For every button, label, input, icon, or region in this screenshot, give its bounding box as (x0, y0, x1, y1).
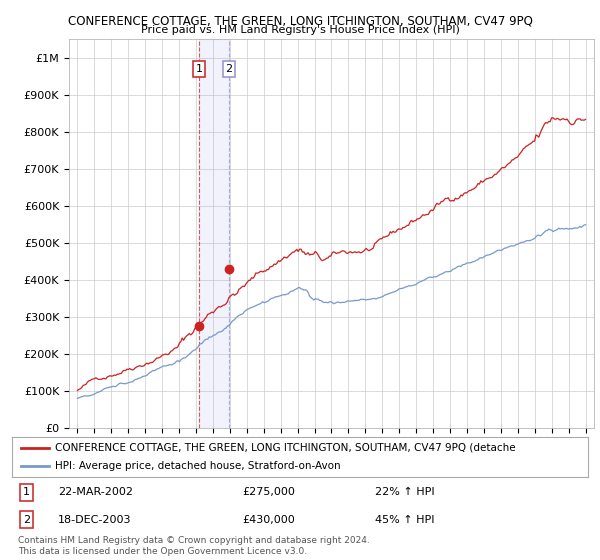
Text: 1: 1 (196, 64, 203, 74)
Text: 1: 1 (23, 487, 30, 497)
Text: 18-DEC-2003: 18-DEC-2003 (58, 515, 131, 525)
Text: 2: 2 (23, 515, 30, 525)
Text: 2: 2 (226, 64, 232, 74)
Text: £275,000: £275,000 (242, 487, 295, 497)
Text: 22% ↑ HPI: 22% ↑ HPI (375, 487, 434, 497)
Text: Price paid vs. HM Land Registry's House Price Index (HPI): Price paid vs. HM Land Registry's House … (140, 25, 460, 35)
Text: Contains HM Land Registry data © Crown copyright and database right 2024.
This d: Contains HM Land Registry data © Crown c… (18, 536, 370, 556)
Text: 45% ↑ HPI: 45% ↑ HPI (375, 515, 434, 525)
Text: HPI: Average price, detached house, Stratford-on-Avon: HPI: Average price, detached house, Stra… (55, 461, 341, 471)
Bar (199, 39, 229, 428)
Text: CONFERENCE COTTAGE, THE GREEN, LONG ITCHINGTON, SOUTHAM, CV47 9PQ: CONFERENCE COTTAGE, THE GREEN, LONG ITCH… (68, 14, 532, 27)
Text: CONFERENCE COTTAGE, THE GREEN, LONG ITCHINGTON, SOUTHAM, CV47 9PQ (detache: CONFERENCE COTTAGE, THE GREEN, LONG ITCH… (55, 443, 516, 452)
Text: £430,000: £430,000 (242, 515, 295, 525)
Text: 22-MAR-2002: 22-MAR-2002 (58, 487, 133, 497)
